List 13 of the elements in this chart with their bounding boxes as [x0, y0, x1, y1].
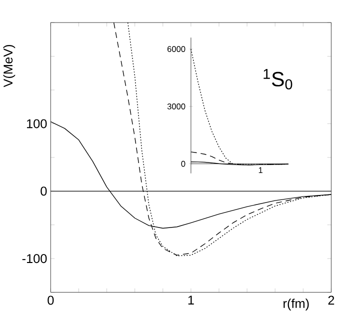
- y-tick-label: 100: [27, 119, 47, 128]
- annotation: 1: [258, 167, 262, 174]
- y-tick-label: 6000: [167, 46, 186, 52]
- x-axis-title: r(fm): [284, 298, 309, 311]
- x-tick-label: 1: [188, 296, 194, 305]
- y-tick-label: -100: [22, 254, 47, 264]
- x-tick-label: 2: [328, 296, 334, 305]
- y-tick-label: 3000: [167, 104, 186, 110]
- y-axis-title: V(MeV): [3, 45, 16, 88]
- y-tick-label: 0: [181, 160, 186, 167]
- annotation: $^{1}$S$_{0}$: [264, 69, 292, 90]
- x-tick-label: 0: [48, 296, 54, 305]
- y-tick-label: 0: [40, 186, 47, 196]
